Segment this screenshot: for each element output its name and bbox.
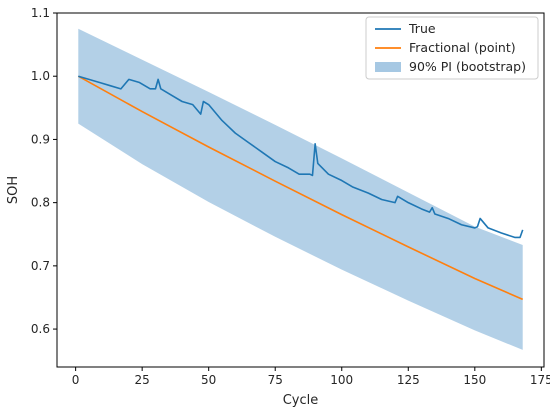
y-axis-label: SOH	[6, 176, 21, 204]
x-tick-label: 25	[135, 373, 150, 387]
x-tick-label: 0	[72, 373, 80, 387]
axes-layer: 0 25 50 75 100 125 150 175 0.6 0.7 0.8 0.9 1.0 1.1	[31, 6, 550, 387]
prediction-interval-band	[78, 28, 523, 350]
legend-label: Fractional (point)	[409, 40, 516, 55]
x-tick-label: 175	[530, 373, 550, 387]
legend-label: True	[408, 21, 436, 36]
series-line-fractional	[77, 75, 524, 301]
y-tick-label: 1.0	[31, 69, 50, 83]
x-tick-label: 100	[330, 373, 353, 387]
plot-frame	[56, 12, 545, 368]
legend-label: 90% PI (bootstrap)	[409, 59, 526, 74]
y-tick-label: 1.1	[31, 6, 50, 20]
x-tick-label: 50	[201, 373, 216, 387]
x-tick-label: 125	[397, 373, 420, 387]
x-tick-label: 150	[463, 373, 486, 387]
y-tick-label: 0.6	[31, 322, 50, 336]
legend: True Fractional (point) 90% PI (bootstrap)	[365, 16, 539, 80]
y-tick-label: 0.8	[31, 196, 50, 210]
prediction-interval-band-layer	[78, 28, 523, 350]
y-tick-label: 0.9	[31, 132, 50, 146]
x-tick-label: 75	[268, 373, 283, 387]
legend-box	[365, 16, 539, 80]
series-lines-layer	[77, 75, 524, 301]
y-tick-label: 0.7	[31, 259, 50, 273]
x-axis-label: Cycle	[283, 393, 319, 408]
series-line-true	[78, 75, 524, 239]
legend-swatch-band	[375, 62, 401, 72]
